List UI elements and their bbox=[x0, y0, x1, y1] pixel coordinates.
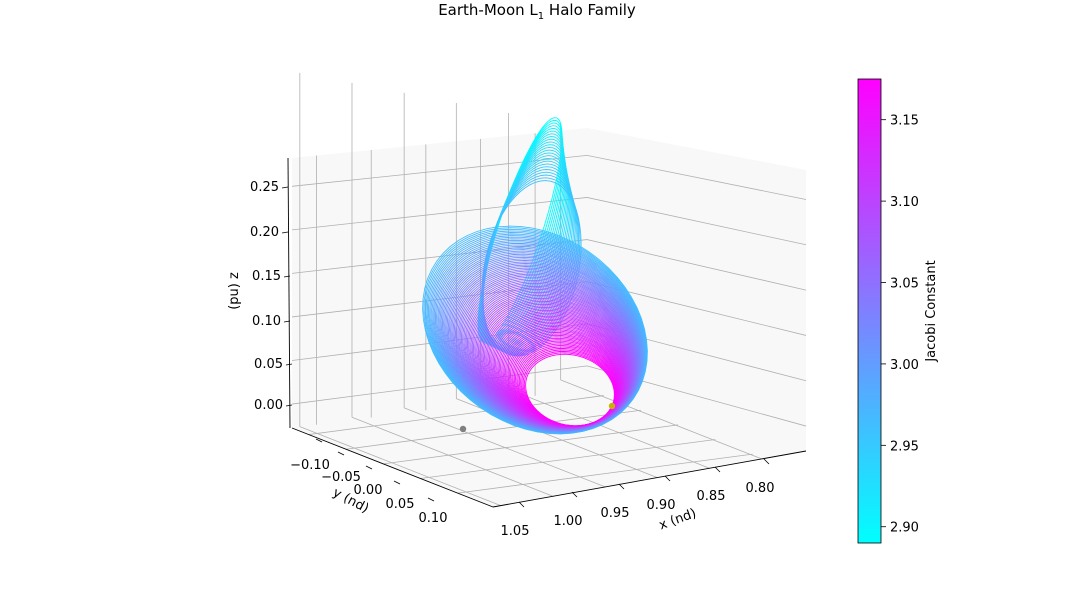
colorbar-tick-label: 2.95 bbox=[890, 439, 919, 454]
marker-moon bbox=[459, 425, 467, 433]
z-tick-mark bbox=[283, 275, 291, 278]
x-tick-mark bbox=[618, 483, 625, 490]
x-grid-line bbox=[560, 379, 762, 460]
z-grid-line bbox=[291, 154, 807, 200]
x-tick-label: 0.85 bbox=[697, 489, 726, 504]
z-grid-line bbox=[291, 197, 807, 246]
x-tick-mark bbox=[714, 466, 721, 473]
z-axis-label: (pu) z bbox=[227, 272, 242, 310]
x-tick-label: 1.00 bbox=[554, 514, 583, 529]
z-tick-label: 0.10 bbox=[252, 314, 281, 329]
x-grid-line bbox=[508, 388, 710, 469]
grid-lines bbox=[287, 72, 807, 508]
floor-pane bbox=[292, 389, 806, 507]
z-tick-label: 0.05 bbox=[254, 357, 283, 372]
z-tick-mark bbox=[281, 186, 289, 189]
y-tick-mark bbox=[427, 497, 435, 502]
x-tick-label: 0.95 bbox=[601, 506, 630, 521]
axis-ticks: 0.250.200.150.100.050.00−0.10−0.050.000.… bbox=[250, 180, 774, 539]
z-axis-line bbox=[287, 157, 291, 429]
colorbar-tick-label: 3.05 bbox=[890, 277, 919, 292]
z-grid-line bbox=[291, 239, 807, 291]
marker-l1-point bbox=[608, 402, 616, 410]
x-tick-mark bbox=[518, 501, 525, 508]
x-grid-line bbox=[299, 426, 501, 506]
z-tick-mark bbox=[285, 404, 293, 407]
x-axis-line bbox=[492, 450, 807, 508]
z-grid-line bbox=[291, 365, 807, 427]
y-tick-mark bbox=[337, 451, 345, 456]
y-grid-line bbox=[308, 395, 604, 435]
chart-title: Earth-Moon L1 Halo Family bbox=[438, 1, 636, 22]
y-grid-line bbox=[383, 424, 679, 465]
z-tick-mark bbox=[281, 231, 289, 234]
y-tick-mark bbox=[365, 465, 373, 470]
colorbar-label: Jacobi Constant bbox=[924, 260, 939, 362]
markers bbox=[459, 402, 616, 433]
y-grid-line bbox=[420, 439, 716, 479]
x-grid-line bbox=[351, 416, 554, 497]
y-axis-line bbox=[291, 427, 494, 508]
colorbar-tick-label: 3.15 bbox=[890, 114, 919, 129]
y-tick-label: 0.00 bbox=[354, 483, 383, 498]
y-grid-line bbox=[457, 453, 753, 494]
x-tick-mark bbox=[664, 475, 671, 482]
x-tick-label: 1.05 bbox=[501, 524, 530, 539]
y-grid-line bbox=[345, 409, 642, 450]
x-tick-label: 0.90 bbox=[647, 498, 676, 513]
y-tick-label: −0.05 bbox=[321, 470, 361, 485]
colorbar-ticks: 3.15 3.10 3.05 3.00 2.95 2.90 bbox=[881, 114, 919, 536]
z-tick-label: 0.15 bbox=[252, 269, 281, 284]
z-tick-label: 0.00 bbox=[254, 398, 283, 413]
y-tick-label: −0.10 bbox=[290, 458, 330, 473]
y-tick-label: 0.05 bbox=[386, 497, 415, 512]
colorbar: 3.15 3.10 3.05 3.00 2.95 2.90 Jacobi Constant bbox=[857, 78, 939, 544]
y-tick-label: 0.10 bbox=[419, 511, 448, 526]
y-tick-mark bbox=[393, 480, 401, 485]
colorbar-tick-label: 3.00 bbox=[890, 358, 919, 373]
halo-orbit bbox=[525, 353, 615, 427]
x-tick-mark bbox=[571, 491, 578, 498]
y-tick-mark bbox=[315, 438, 323, 443]
colorbar-gradient bbox=[857, 78, 882, 544]
z-tick-mark bbox=[283, 320, 291, 323]
z-tick-label: 0.20 bbox=[250, 225, 279, 240]
orbit-family bbox=[422, 117, 648, 435]
z-tick-label: 0.25 bbox=[250, 180, 279, 195]
colorbar-tick-label: 3.10 bbox=[890, 195, 919, 210]
x-tick-mark bbox=[763, 458, 770, 465]
z-tick-mark bbox=[285, 363, 293, 366]
x-tick-label: 0.80 bbox=[746, 481, 775, 496]
colorbar-tick-label: 2.90 bbox=[890, 521, 919, 536]
z-grid-line bbox=[291, 323, 807, 382]
